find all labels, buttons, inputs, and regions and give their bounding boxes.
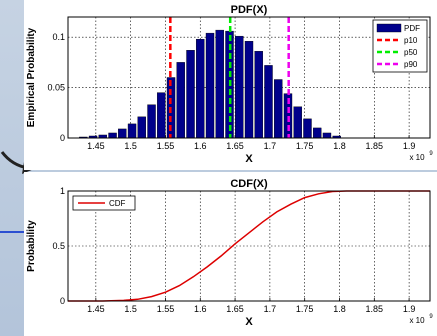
x-axis-exponent-power: 9 [429,314,433,320]
pdf-bar [176,62,185,139]
plot-frame [67,16,431,139]
pdf-chart: 1.45 1.5 1.55 1.6 1.65 1.7 1.75 1.8 1.85 1.9 0 0.05… [26,4,433,165]
pdf-bar [137,116,146,139]
y-tick-label: 0 [60,133,65,143]
pdf-bar [157,92,166,139]
legend-label-pdf: PDF [404,24,420,33]
x-tick-label: 1.75 [296,304,314,314]
pdf-bar [313,127,322,139]
x-axis-label: X [245,153,253,165]
x-axis-exponent-label: x 10 [409,316,425,325]
x-tick-label: 1.45 [87,141,105,151]
legend-label-p50: p50 [404,48,418,57]
pdf-chart-figure: 1.45 1.5 1.55 1.6 1.65 1.7 1.75 1.8 1.85 1.9 0 0.05… [24,0,437,170]
pdf-bar [235,35,244,139]
pdf-bar [215,29,224,139]
legend-label-p10: p10 [404,36,418,45]
y-axis-label: Empirical Probability [26,27,37,127]
pdf-bar [274,79,283,139]
cdf-series-line [68,190,430,302]
y-tick-label: 0.1 [52,32,65,42]
x-tick-label: 1.9 [403,304,416,314]
x-axis-exponent-label: x 10 [409,153,425,162]
pdf-bar [127,123,137,139]
legend-label-cdf: CDF [109,199,126,208]
x-tick-label: 1.55 [157,304,175,314]
cdf-chart: 1.45 1.5 1.55 1.6 1.65 1.7 1.75 1.8 1.85 1.9 0 0.5 1… [26,178,433,328]
x-tick-label: 1.6 [194,304,207,314]
y-axis-label: Probability [26,220,37,272]
x-tick-label: 1.75 [296,141,314,151]
cdf-chart-figure: 1.45 1.5 1.55 1.6 1.65 1.7 1.75 1.8 1.85 1.9 0 0.5 1… [24,172,437,336]
legend-label-p90: p90 [404,60,418,69]
y-tick-label: 0.5 [52,241,65,251]
pdf-bar [186,50,195,139]
pdf-bar [196,38,205,139]
x-tick-label: 1.5 [124,141,137,151]
pdf-bar [303,118,312,139]
x-tick-label: 1.55 [157,141,175,151]
x-axis-exponent-power: 9 [429,151,433,157]
pdf-bar [147,104,156,139]
x-tick-label: 1.85 [366,304,384,314]
pdf-bar [118,128,127,139]
y-tick-label: 0.05 [47,83,65,93]
x-tick-label: 1.85 [366,141,384,151]
x-tick-label: 1.65 [226,304,244,314]
pdf-bar [244,41,254,139]
pdf-bar [264,65,273,139]
y-tick-label: 0 [60,296,65,306]
x-tick-label: 1.65 [226,141,244,151]
x-tick-label: 1.7 [264,304,277,314]
x-tick-label: 1.6 [194,141,207,151]
chart-title: CDF(X) [230,178,268,190]
y-tick-label: 1 [60,186,65,196]
x-tick-label: 1.45 [87,304,105,314]
pdf-bar [108,132,117,139]
pdf-bar [254,51,263,139]
x-tick-label: 1.5 [124,304,137,314]
pdf-bar [205,32,215,139]
legend-swatch-pdf [376,23,402,33]
plot-frame [67,190,431,302]
chart-title: PDF(X) [231,4,268,16]
pdf-bar [322,132,332,139]
x-tick-label: 1.9 [403,141,416,151]
x-axis-label: X [245,316,253,328]
x-tick-label: 1.8 [333,141,346,151]
pdf-bar [293,106,302,139]
x-tick-label: 1.7 [264,141,277,151]
x-tick-label: 1.8 [333,304,346,314]
